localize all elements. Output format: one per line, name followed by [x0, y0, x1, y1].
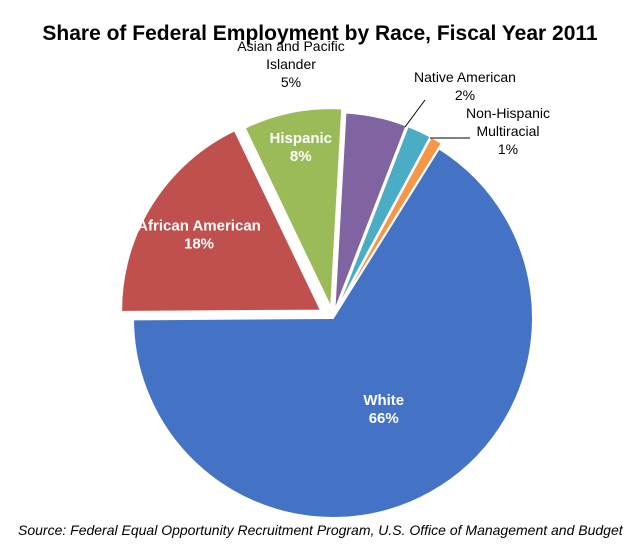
pie-slice-african-american [120, 128, 323, 313]
pie-slice-non-hispanic-multiracial [335, 135, 444, 314]
chart-title: Share of Federal Employment by Race, Fis… [42, 22, 598, 45]
slice-label-african-american: African American 18% [137, 217, 261, 252]
leader-line [404, 99, 426, 128]
slice-label-non-hispanic-multiracial: Non-Hispanic Multiracial 1% [466, 105, 550, 157]
slice-label-asian-and-pacific-islander: Asian and Pacific Islander 5% [237, 38, 344, 90]
pie-slice-hispanic [243, 107, 344, 309]
chart-source: Source: Federal Equal Opportunity Recrui… [18, 522, 623, 538]
slice-label-native-american: Native American 2% [414, 69, 516, 103]
pie-slice-white [131, 147, 534, 519]
slice-label-white: White 66% [363, 392, 404, 427]
slice-label-hispanic: Hispanic 8% [269, 130, 332, 165]
